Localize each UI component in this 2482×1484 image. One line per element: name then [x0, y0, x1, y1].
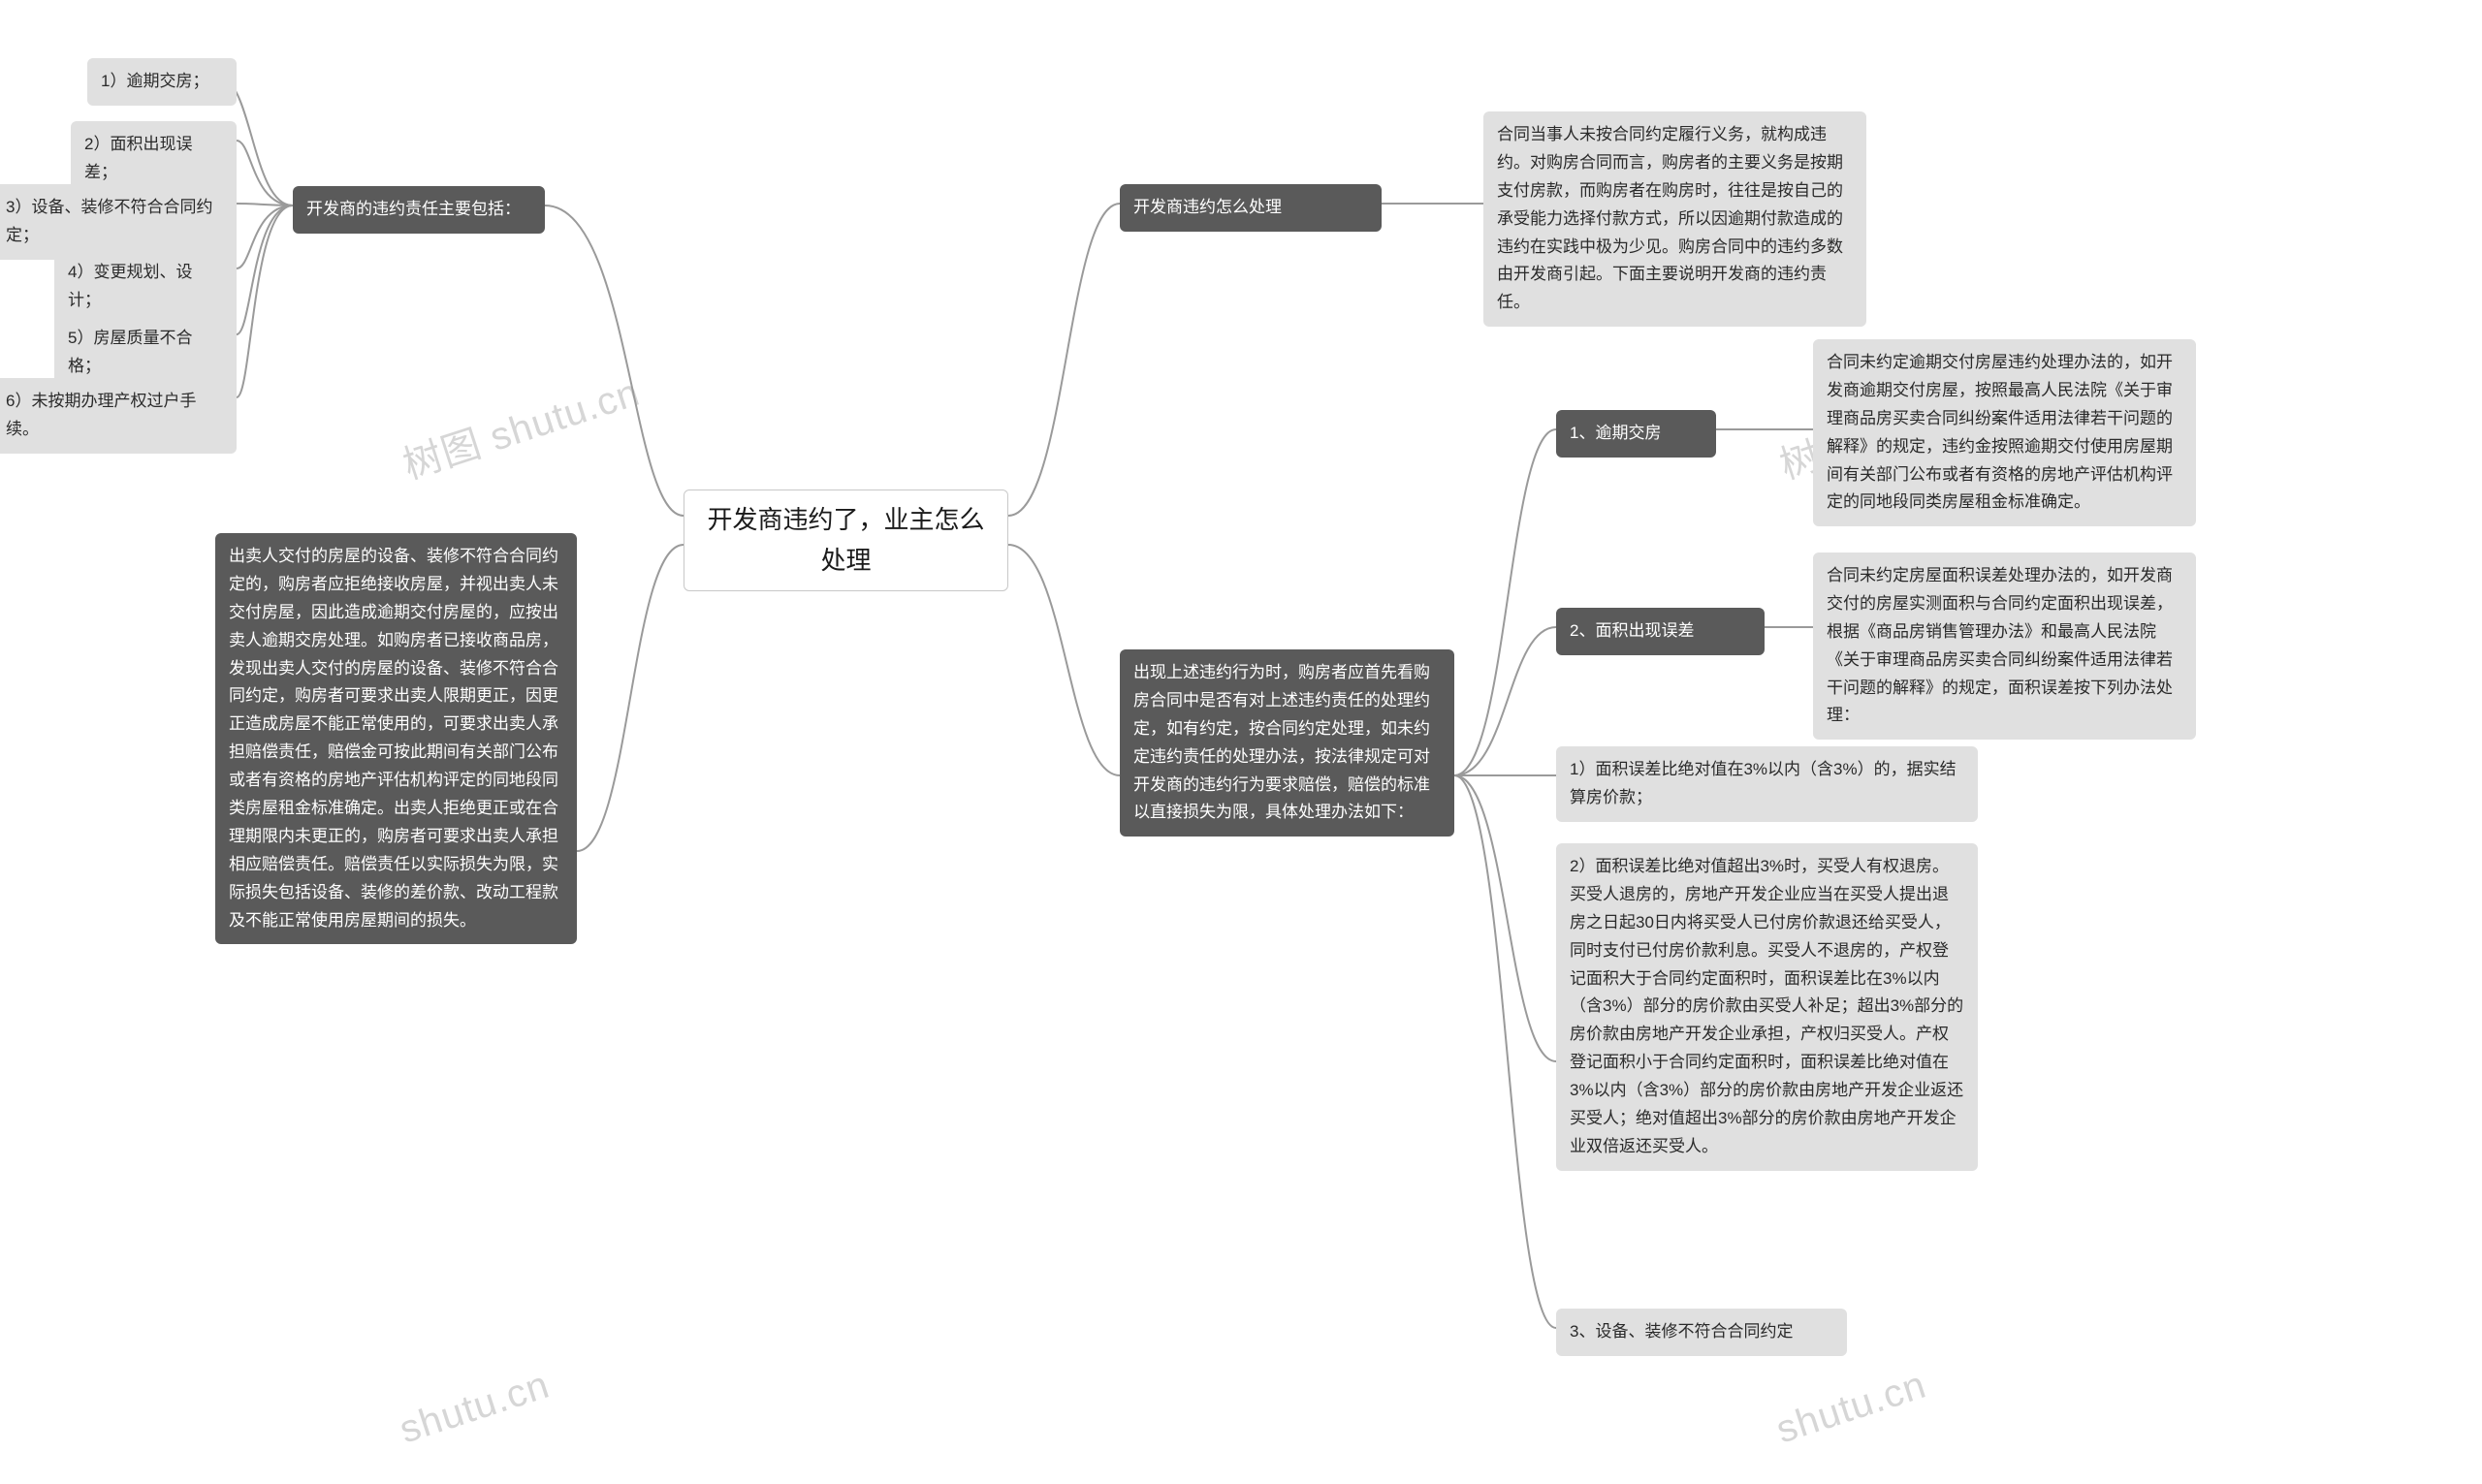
- root-line1: 开发商违约了，业主怎么: [707, 505, 984, 534]
- right-b2-c2-label: 2、面积出现误差: [1556, 608, 1765, 655]
- right-branch1-label: 开发商违约怎么处理: [1120, 184, 1382, 232]
- watermark: shutu.cn: [395, 1364, 555, 1453]
- right-b2-c3: 1）面积误差比绝对值在3%以内（含3%）的，据实结算房价款；: [1556, 746, 1978, 822]
- left-branch2-text: 出卖人交付的房屋的设备、装修不符合合同约定的，购房者应拒绝接收房屋，并视出卖人未…: [215, 533, 577, 944]
- right-branch2-label: 出现上述违约行为时，购房者应首先看购房合同中是否有对上述违约责任的处理约定，如有…: [1120, 649, 1454, 837]
- left-branch1-label: 开发商的违约责任主要包括：: [293, 186, 545, 234]
- left-b1-child-4: 4）变更规划、设计；: [54, 249, 237, 325]
- watermark: 树图 shutu.cn: [395, 361, 646, 489]
- right-b2-c1-detail: 合同未约定逾期交付房屋违约处理办法的，如开发商逾期交付房屋，按照最高人民法院《关…: [1813, 339, 2196, 526]
- right-branch1-detail: 合同当事人未按合同约定履行义务，就构成违约。对购房合同而言，购房者的主要义务是按…: [1483, 111, 1866, 327]
- watermark: shutu.cn: [1771, 1364, 1931, 1453]
- left-b1-child-1: 1）逾期交房；: [87, 58, 237, 106]
- right-b2-c1-label: 1、逾期交房: [1556, 410, 1716, 458]
- right-b2-c4: 2）面积误差比绝对值超出3%时，买受人有权退房。买受人退房的，房地产开发企业应当…: [1556, 843, 1978, 1171]
- right-b2-c5: 3、设备、装修不符合合同约定: [1556, 1309, 1847, 1356]
- root-line2: 处理: [820, 546, 871, 575]
- right-b2-c2-detail: 合同未约定房屋面积误差处理办法的，如开发商交付的房屋实测面积与合同约定面积出现误…: [1813, 553, 2196, 740]
- root-node: 开发商违约了，业主怎么 处理: [684, 489, 1008, 591]
- left-b1-child-6: 6）未按期办理产权过户手续。: [0, 378, 237, 454]
